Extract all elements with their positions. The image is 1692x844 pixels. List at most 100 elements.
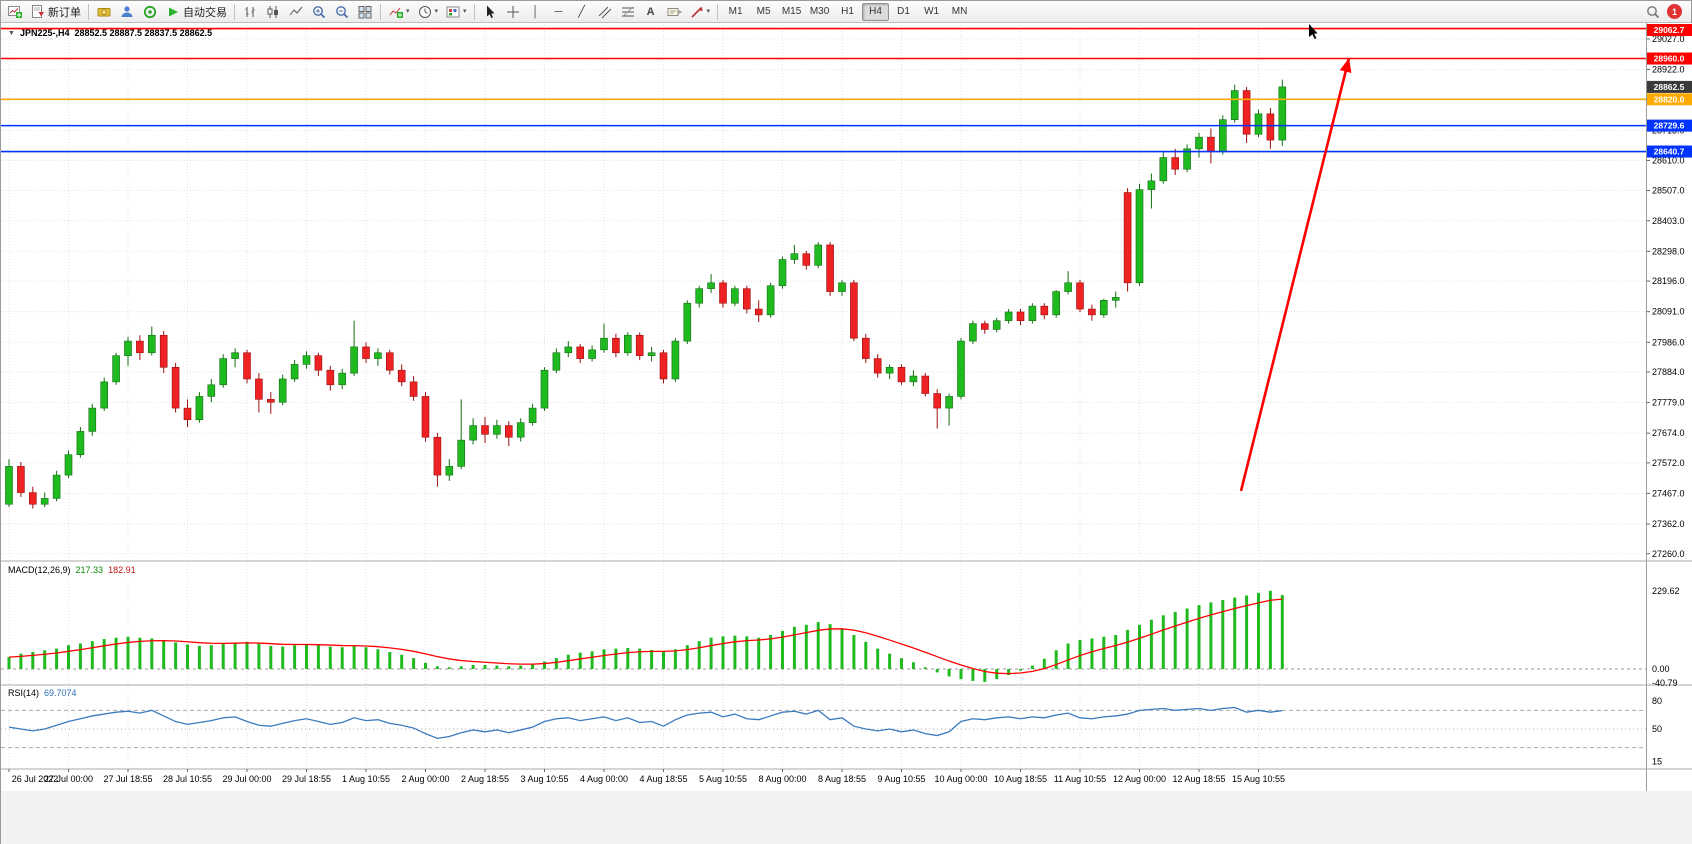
timeframe-D1[interactable]: D1 [890, 3, 917, 21]
market-watch-button[interactable] [93, 2, 115, 21]
svg-text:-40.79: -40.79 [1652, 678, 1678, 688]
toolbar-separator [88, 3, 89, 20]
templates-button[interactable]: ▾ [442, 2, 470, 21]
label-icon [667, 7, 682, 16]
vertical-line-button[interactable]: │ [525, 2, 547, 21]
candlestick-icon [267, 5, 278, 18]
arrow-shape-icon [690, 6, 703, 18]
timeframe-M30[interactable]: M30 [806, 3, 833, 21]
svg-text:2 Aug 18:55: 2 Aug 18:55 [461, 774, 509, 784]
svg-text:3 Aug 10:55: 3 Aug 10:55 [520, 774, 568, 784]
svg-text:27362.0: 27362.0 [1652, 519, 1685, 529]
svg-text:11 Aug 10:55: 11 Aug 10:55 [1054, 774, 1106, 784]
new-chart-button[interactable] [4, 2, 26, 21]
dropdown-arrow-icon: ▾ [463, 8, 467, 15]
macd-main-value: 217.33 [75, 565, 104, 575]
auto-trading-button[interactable]: 自动交易 [162, 2, 230, 21]
toolbar-separator [234, 3, 235, 20]
indicators-button[interactable]: ▾ [385, 2, 413, 21]
new-order-label: 新订单 [48, 6, 81, 19]
chart-symbol-period: JPN225-,H4 [19, 28, 70, 38]
svg-text:12 Aug 18:55: 12 Aug 18:55 [1172, 774, 1225, 784]
person-icon [121, 5, 133, 17]
zoom-in-icon [313, 5, 326, 18]
svg-text:27 Jul 00:00: 27 Jul 00:00 [44, 774, 93, 784]
rsi-indicator-label: RSI(14) 69.7074 [8, 688, 77, 698]
chart-title: ▼ JPN225-,H4 28852.5 28887.5 28837.5 288… [8, 28, 212, 38]
trendline-button[interactable]: ╱ [571, 2, 593, 21]
trendline-icon: ╱ [578, 6, 585, 18]
svg-text:27572.0: 27572.0 [1652, 458, 1685, 468]
zoom-in-button[interactable] [308, 2, 330, 21]
svg-text:27467.0: 27467.0 [1652, 488, 1685, 498]
text-tool-button[interactable]: A [640, 2, 662, 21]
timeframe-H4[interactable]: H4 [862, 2, 890, 21]
svg-text:29027.0: 29027.0 [1652, 34, 1685, 44]
shapes-button[interactable]: ▾ [686, 2, 714, 21]
dropdown-arrow-icon: ▾ [406, 8, 410, 15]
search-button[interactable] [1642, 2, 1664, 21]
svg-text:8 Aug 18:55: 8 Aug 18:55 [818, 774, 866, 784]
timeframe-M15[interactable]: M15 [778, 3, 805, 21]
svg-text:8 Aug 00:00: 8 Aug 00:00 [758, 774, 806, 784]
svg-text:229.62: 229.62 [1652, 586, 1680, 596]
notification-badge[interactable]: 1 [1667, 4, 1682, 19]
horizontal-line-icon: ─ [554, 5, 563, 18]
profile-button[interactable] [116, 2, 138, 21]
community-button[interactable] [139, 2, 161, 21]
dropdown-arrow-icon: ▾ [706, 8, 711, 15]
svg-text:28922.0: 28922.0 [1652, 65, 1685, 75]
timeframe-MN[interactable]: MN [946, 3, 973, 21]
timeframe-M1[interactable]: M1 [722, 3, 749, 21]
label-tool-button[interactable] [663, 2, 685, 21]
timeframe-M5[interactable]: M5 [750, 3, 777, 21]
svg-text:28091.0: 28091.0 [1652, 307, 1685, 317]
toolbar-separator [473, 3, 475, 20]
candlestick-chart-button[interactable] [262, 2, 284, 21]
svg-text:27986.0: 27986.0 [1652, 337, 1685, 347]
cursor-button[interactable] [479, 2, 501, 21]
svg-text:28610.0: 28610.0 [1652, 155, 1685, 165]
clock-icon [418, 5, 431, 18]
timeframe-group: M1 M5 M15 M30 H1 H4 D1 W1 MN [722, 2, 973, 21]
svg-text:27884.0: 27884.0 [1652, 367, 1685, 377]
svg-text:29062.7: 29062.7 [1654, 25, 1685, 35]
periods-button[interactable]: ▾ [414, 2, 442, 21]
channel-icon [598, 6, 611, 18]
search-icon [1647, 5, 1660, 18]
timeframe-W1[interactable]: W1 [918, 3, 945, 21]
play-icon [169, 7, 178, 16]
timeframe-H1[interactable]: H1 [834, 3, 861, 21]
svg-text:29 Jul 00:00: 29 Jul 00:00 [222, 774, 271, 784]
svg-text:27 Jul 18:55: 27 Jul 18:55 [103, 774, 152, 784]
line-chart-button[interactable] [285, 2, 307, 21]
channel-button[interactable] [594, 2, 616, 21]
crosshair-button[interactable] [502, 2, 524, 21]
horizontal-line-button[interactable]: ─ [548, 2, 570, 21]
bar-chart-button[interactable] [239, 2, 261, 21]
svg-text:4 Aug 18:55: 4 Aug 18:55 [639, 774, 687, 784]
crosshair-icon [506, 5, 519, 18]
svg-text:28507.0: 28507.0 [1652, 185, 1685, 195]
chart-ohlc-values: 28852.5 28887.5 28837.5 28862.5 [74, 28, 213, 38]
toolbar-separator [717, 3, 719, 20]
svg-text:28640.7: 28640.7 [1654, 147, 1685, 157]
svg-text:28729.6: 28729.6 [1654, 121, 1685, 131]
fibonacci-button[interactable] [617, 2, 639, 21]
chart-menu-icon[interactable]: ▼ [8, 29, 15, 37]
text-tool-icon: A [646, 5, 655, 18]
macd-signal-value: 182.91 [108, 565, 136, 575]
globe-icon [143, 5, 157, 18]
rsi-value: 69.7074 [44, 688, 77, 698]
new-order-button[interactable]: 新订单 [27, 2, 84, 21]
svg-text:28298.0: 28298.0 [1652, 246, 1685, 256]
tile-windows-icon [358, 5, 372, 18]
svg-text:2 Aug 00:00: 2 Aug 00:00 [401, 774, 449, 784]
zoom-out-button[interactable] [331, 2, 353, 21]
macd-name: MACD(12,26,9) [8, 565, 71, 575]
svg-text:10 Aug 18:55: 10 Aug 18:55 [994, 774, 1047, 784]
tile-windows-button[interactable] [354, 2, 376, 21]
new-order-icon [32, 4, 44, 18]
